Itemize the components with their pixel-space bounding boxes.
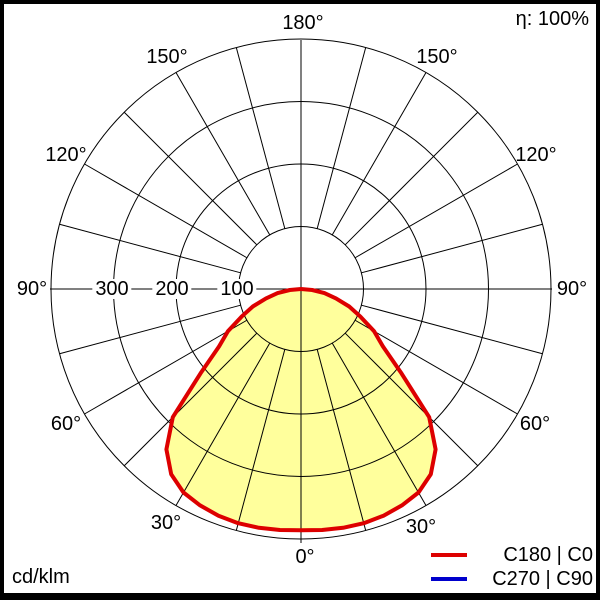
- radial-tick-label-300: 300: [92, 279, 132, 299]
- radial-tick-label-100: 100: [217, 279, 257, 299]
- grid-spoke-210: [175, 72, 271, 236]
- grid-spoke-300: [84, 319, 248, 415]
- angle-label-0deg-11: 0°: [295, 546, 315, 568]
- legend-label-c180-c0: C180 | C0: [503, 543, 593, 566]
- grid-spoke-30: [331, 342, 427, 506]
- grid-spoke-15: [316, 349, 367, 531]
- angle-label-150deg-1: 150°: [146, 46, 188, 68]
- grid-spoke-120: [354, 163, 518, 259]
- grid-spoke-315: [123, 332, 258, 467]
- unit-label: cd/klm: [12, 566, 70, 588]
- curve-c180-c0: [164, 287, 438, 533]
- grid-spoke-60: [354, 319, 518, 415]
- grid-spoke-345: [235, 349, 286, 531]
- grid-spoke-225: [123, 111, 258, 246]
- angle-label-60deg-7: 60°: [50, 413, 82, 435]
- angle-label-90deg-5: 90°: [16, 278, 48, 300]
- grid-spoke-45: [344, 332, 479, 467]
- grid-spoke-240: [84, 163, 248, 259]
- grid-spoke-105: [361, 223, 543, 274]
- angle-label-120deg-3: 120°: [45, 144, 87, 166]
- grid-spoke-75: [361, 304, 543, 355]
- grid-spoke-165: [316, 47, 367, 229]
- legend-row-c180-c0: C180 | C0: [431, 543, 593, 567]
- angle-label-180deg-0: 180°: [282, 12, 324, 34]
- radial-tick-label-200: 200: [152, 279, 192, 299]
- legend: C180 | C0 C270 | C90: [431, 543, 593, 591]
- efficiency-label: η: 100%: [515, 8, 589, 30]
- angle-label-120deg-4: 120°: [515, 144, 557, 166]
- angle-label-60deg-8: 60°: [519, 413, 551, 435]
- legend-line-blue-icon: [431, 577, 467, 581]
- grid-spoke-285: [59, 304, 241, 355]
- grid-spoke-255: [59, 223, 241, 274]
- legend-row-c270-c90: C270 | C90: [431, 567, 593, 591]
- grid-spoke-195: [235, 47, 286, 229]
- grid-spoke-150: [331, 72, 427, 236]
- legend-line-red-icon: [431, 553, 467, 557]
- angle-label-30deg-10: 30°: [405, 516, 437, 538]
- angle-label-90deg-6: 90°: [556, 278, 588, 300]
- angle-label-150deg-2: 150°: [416, 46, 458, 68]
- grid-spoke-330: [175, 342, 271, 506]
- legend-label-c270-c90: C270 | C90: [492, 567, 593, 590]
- grid-spoke-135: [344, 111, 479, 246]
- angle-label-30deg-9: 30°: [150, 512, 182, 534]
